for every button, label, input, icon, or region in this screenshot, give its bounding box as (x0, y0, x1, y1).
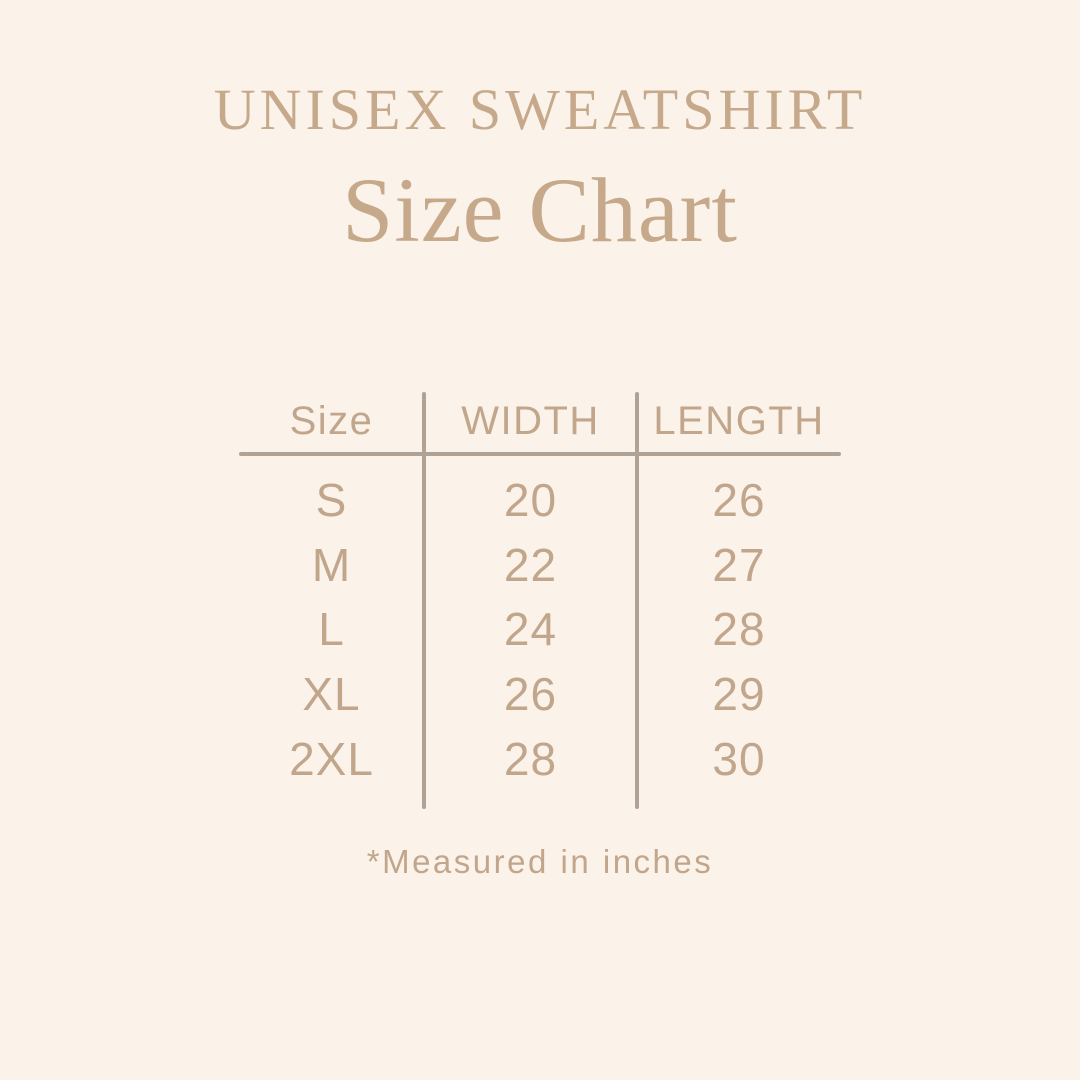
table-row: M 22 27 (239, 533, 841, 598)
size-cell: L (318, 603, 345, 656)
table-row: S 20 26 (239, 468, 841, 533)
column-header-size: Size (289, 398, 374, 443)
width-cell: 24 (503, 603, 558, 656)
length-cell: 26 (712, 474, 766, 527)
column-divider-1 (422, 392, 426, 809)
table-row: XL 26 29 (239, 662, 841, 727)
width-cell: 28 (503, 732, 558, 785)
page-subtitle: Size Chart (342, 159, 738, 261)
measurement-footnote: *Measured in inches (366, 843, 714, 880)
length-cell: 30 (712, 732, 766, 785)
width-cell: 26 (503, 668, 558, 721)
column-header-length: LENGTH (653, 398, 825, 443)
size-table-body: S 20 26 M 22 27 L 24 28 XL (239, 468, 841, 791)
length-cell: 28 (712, 603, 766, 656)
length-cell: 27 (712, 538, 766, 591)
size-cell: S (315, 474, 348, 527)
table-header-row: Size WIDTH LENGTH (239, 392, 841, 450)
column-header-width: WIDTH (461, 398, 600, 443)
table-row: 2XL 28 30 (239, 726, 841, 791)
length-cell: 29 (712, 668, 766, 721)
table-row: L 24 28 (239, 597, 841, 662)
page-title: UNISEX SWEATSHIRT (213, 77, 867, 142)
size-cell: 2XL (289, 732, 374, 785)
width-cell: 20 (503, 474, 558, 527)
size-table: Size WIDTH LENGTH S 20 26 M 22 27 (239, 392, 841, 809)
size-cell: M (311, 538, 352, 591)
size-cell: XL (302, 668, 361, 721)
width-cell: 22 (503, 538, 558, 591)
header-divider-line (239, 452, 841, 456)
column-divider-2 (635, 392, 639, 809)
